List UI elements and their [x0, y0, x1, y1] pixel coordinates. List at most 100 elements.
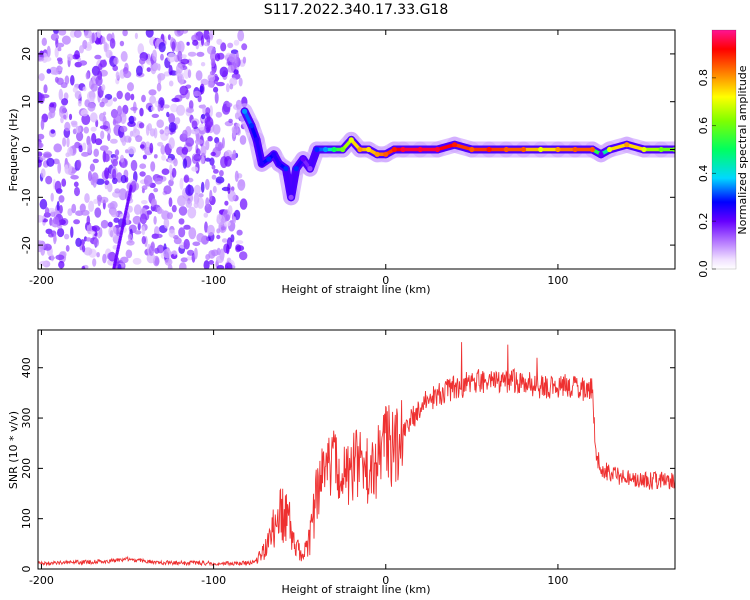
noise-blob: [140, 213, 147, 225]
ridge-point: [503, 146, 509, 153]
colorbar-label: Normalized spectral amplitude: [736, 65, 749, 234]
noise-blob: [84, 193, 90, 204]
noise-blob: [205, 254, 211, 261]
noise-blob: [230, 234, 235, 243]
noise-blob: [79, 45, 84, 54]
noise-blob: [85, 237, 92, 242]
noise-blob: [38, 240, 44, 253]
noise-blob: [209, 105, 214, 117]
y-tick-label: 0: [20, 146, 33, 153]
noise-blob: [63, 114, 67, 120]
noise-blob: [38, 142, 44, 148]
noise-blob: [208, 260, 214, 265]
noise-blob: [115, 71, 120, 80]
noise-blob: [166, 111, 170, 118]
noise-blob: [190, 128, 200, 135]
noise-blob: [45, 228, 53, 235]
noise-blob: [200, 78, 209, 86]
spectrogram-ridge: [236, 103, 675, 206]
noise-blob: [144, 141, 151, 152]
noise-blob: [216, 234, 221, 240]
noise-blob: [170, 36, 174, 43]
noise-blob: [127, 82, 134, 92]
noise-blob: [194, 247, 198, 260]
snr-background: [38, 330, 675, 569]
ridge-point: [572, 146, 578, 153]
noise-blob: [188, 61, 193, 67]
noise-blob: [112, 158, 118, 167]
ridge-point: [322, 146, 329, 153]
snr-series: [38, 342, 675, 567]
noise-blob: [138, 57, 146, 65]
ridge-point: [259, 161, 265, 167]
noise-blob: [64, 121, 71, 132]
noise-blob: [141, 236, 146, 245]
noise-blob: [132, 215, 142, 225]
noise-blob: [194, 139, 204, 145]
spectrogram-x-ticks: -200 -100 0 100: [29, 30, 568, 287]
noise-blob: [110, 210, 119, 218]
ridge-point: [383, 151, 389, 157]
noise-blob: [234, 170, 239, 182]
noise-blob: [215, 53, 221, 62]
noise-blob: [76, 159, 82, 169]
noise-blob: [156, 119, 164, 128]
ridge-point: [400, 146, 406, 153]
noise-blob: [120, 174, 127, 184]
x-tick-label: -100: [201, 274, 226, 287]
noise-blob: [85, 72, 90, 80]
noise-blob: [99, 145, 109, 152]
noise-blob: [55, 254, 65, 261]
noise-blob: [216, 264, 225, 269]
noise-blob: [178, 74, 185, 85]
noise-blob: [209, 157, 215, 166]
ridge-point: [271, 151, 277, 157]
noise-blob: [73, 30, 82, 38]
noise-blob: [170, 103, 178, 113]
noise-blob: [209, 189, 213, 202]
noise-blob: [99, 101, 105, 108]
noise-blob: [93, 148, 99, 157]
noise-blob: [135, 135, 143, 143]
noise-blob: [93, 198, 98, 205]
noise-blob: [64, 164, 69, 174]
noise-blob: [132, 257, 142, 265]
noise-blob: [198, 193, 204, 198]
ridge-core: [308, 147, 319, 171]
noise-blob: [158, 42, 166, 53]
noise-blob: [160, 144, 166, 155]
noise-blob: [53, 233, 57, 245]
noise-blob: [239, 198, 248, 210]
noise-blob: [125, 149, 129, 154]
noise-blob: [153, 215, 157, 225]
noise-blob: [219, 66, 229, 78]
noise-blob: [96, 30, 102, 39]
noise-blob: [187, 206, 197, 219]
noise-blob: [177, 40, 185, 53]
noise-blob: [225, 83, 230, 93]
noise-blob: [224, 156, 232, 167]
noise-blob: [179, 85, 189, 96]
noise-blob: [174, 117, 181, 125]
noise-blob: [149, 142, 154, 154]
noise-blob: [227, 205, 233, 216]
noise-blob: [193, 90, 202, 97]
noise-blob: [70, 175, 79, 180]
noise-blob: [228, 118, 233, 124]
noise-blob: [109, 38, 116, 49]
noise-blob: [91, 133, 97, 144]
noise-blob: [55, 42, 65, 48]
noise-blob: [74, 90, 82, 100]
noise-blob: [65, 245, 70, 252]
colorbar-tick-label: 0.6: [697, 117, 710, 135]
noise-blob: [87, 102, 96, 112]
ridge-point: [248, 123, 255, 129]
noise-blob: [201, 113, 206, 120]
noise-blob: [183, 224, 191, 230]
noise-blob: [112, 177, 118, 184]
noise-blob: [99, 112, 106, 122]
noise-blob: [200, 35, 205, 46]
ridge-point: [283, 166, 289, 172]
noise-blob: [152, 49, 157, 61]
